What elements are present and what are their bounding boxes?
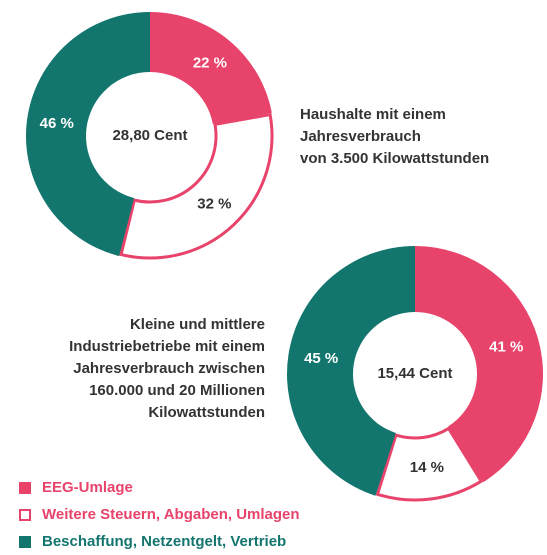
value-label: 22 % bbox=[193, 55, 227, 72]
legend-label: Weitere Steuern, Abgaben, Umlagen bbox=[42, 506, 300, 523]
value-label: 41 % bbox=[489, 338, 523, 355]
center-label: 28,80 Cent bbox=[112, 127, 187, 144]
value-label: 45 % bbox=[304, 350, 338, 367]
pie-segment bbox=[150, 12, 272, 125]
description: 160.000 und 20 Millionen bbox=[89, 382, 265, 399]
value-label: 46 % bbox=[40, 115, 74, 132]
legend-swatch bbox=[19, 509, 31, 521]
value-label: 14 % bbox=[410, 459, 444, 476]
legend-swatch bbox=[19, 482, 31, 494]
description: Industriebetriebe mit einem bbox=[69, 338, 265, 355]
description: Kleine und mittlere bbox=[130, 316, 265, 333]
pie-segment bbox=[287, 246, 415, 496]
description: Jahresverbrauch bbox=[300, 128, 421, 145]
legend-label: EEG-Umlage bbox=[42, 479, 133, 496]
pie-segment bbox=[415, 246, 543, 483]
description: von 3.500 Kilowattstunden bbox=[300, 150, 489, 167]
value-label: 32 % bbox=[197, 195, 231, 212]
pie-segment bbox=[119, 112, 274, 260]
center-label: 15,44 Cent bbox=[377, 365, 452, 382]
legend-swatch bbox=[19, 536, 31, 548]
description: Kilowattstunden bbox=[148, 404, 265, 421]
pie-segment bbox=[375, 426, 484, 502]
legend-label: Beschaffung, Netzentgelt, Vertrieb bbox=[42, 533, 286, 550]
description: Jahresverbrauch zwischen bbox=[73, 360, 265, 377]
pie-segment bbox=[26, 12, 150, 257]
description: Haushalte mit einem bbox=[300, 106, 446, 123]
